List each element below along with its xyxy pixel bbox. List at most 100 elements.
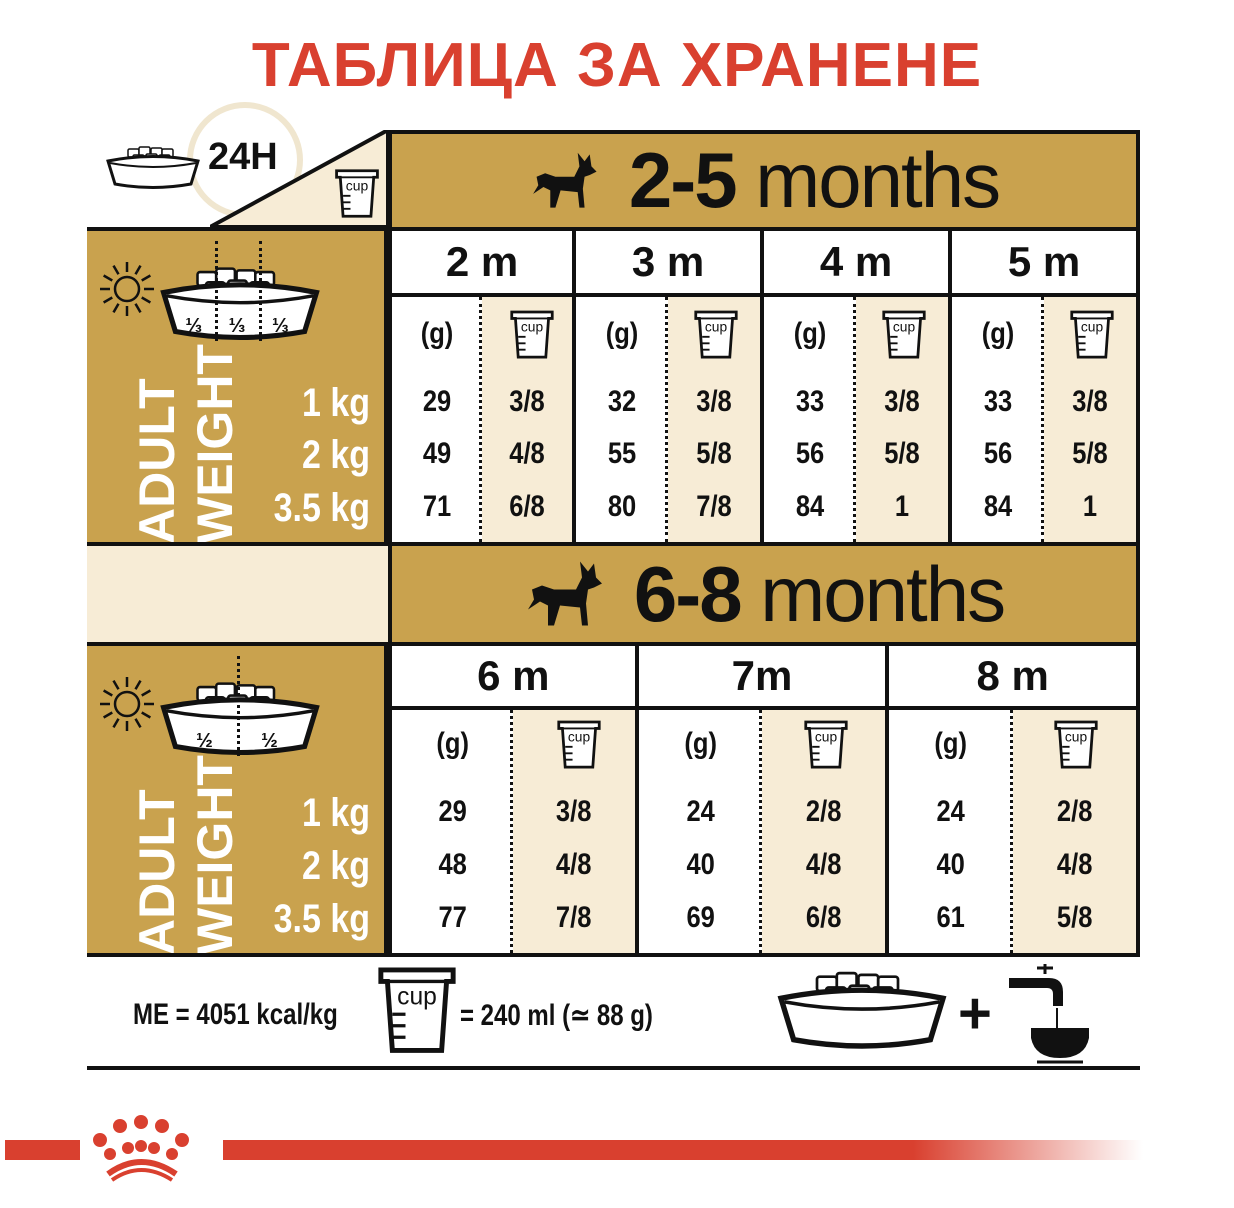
cups-value: 1 — [1082, 490, 1098, 523]
grams-value: 84 — [983, 490, 1013, 523]
brand-bar — [5, 1140, 80, 1160]
cups-value: 3/8 — [1072, 385, 1108, 418]
grams-value: 24 — [686, 795, 715, 828]
age-range: 6-8 — [633, 549, 743, 638]
grams-header: (g) — [605, 317, 639, 350]
portion-divider — [215, 241, 219, 341]
plus-sign: + — [958, 981, 992, 1046]
cups-value: 2/8 — [1056, 795, 1093, 828]
month-header: 4 m — [764, 227, 952, 297]
daily-label: 24H — [208, 136, 278, 178]
grams-value: 40 — [936, 848, 966, 881]
age-unit: months — [755, 136, 1001, 224]
grams-value: 24 — [936, 795, 966, 828]
cups-value: 4/8 — [556, 848, 592, 881]
month-header: 6 m — [388, 642, 639, 710]
brand-bar — [223, 1140, 1143, 1160]
cups-value: 1 — [894, 490, 910, 523]
cup-equivalent: = 240 ml (≃ 88 g) — [460, 999, 653, 1032]
cups-value: 3/8 — [509, 385, 545, 418]
grams-value: 71 — [422, 490, 452, 523]
grams-column — [576, 297, 668, 542]
cups-value: 5/8 — [696, 437, 732, 470]
cups-value: 3/8 — [556, 795, 592, 828]
weight-row-label: 1 kg — [301, 381, 370, 425]
royal-canin-crown-logo — [93, 1115, 189, 1182]
weight-row-label: 1 kg — [301, 791, 370, 835]
month-header: 3 m — [576, 227, 764, 297]
cups-value: 5/8 — [1072, 437, 1108, 470]
adult-label: ADULT — [129, 378, 185, 544]
cups-value: 5/8 — [1056, 901, 1093, 934]
cups-value: 3/8 — [696, 385, 732, 418]
weight-row-label: 2 kg — [301, 433, 370, 477]
cups-value: 7/8 — [696, 490, 732, 523]
energy-value: ME = 4051 kcal/kg — [133, 998, 338, 1031]
weight-row-label: 2 kg — [301, 844, 370, 888]
portion-divider — [237, 656, 240, 756]
bowl-icon — [103, 140, 203, 195]
grams-header: (g) — [420, 317, 454, 350]
age-title: 2-5 months — [529, 135, 1001, 226]
bowl-icon — [155, 676, 325, 761]
grams-value: 32 — [607, 385, 637, 418]
grams-column — [764, 297, 856, 542]
grams-column — [638, 710, 762, 953]
age-header: 6-8 months — [388, 542, 1140, 642]
grams-value: 33 — [795, 385, 825, 418]
cups-value: 5/8 — [884, 437, 920, 470]
divider — [87, 1066, 1140, 1070]
cups-value: 4/8 — [805, 848, 842, 881]
divider — [87, 953, 1140, 957]
month-column: (g) 29 3/8 49 4/8 71 6/8 — [388, 297, 576, 542]
grams-header: (g) — [793, 317, 827, 350]
cup-icon — [333, 168, 381, 220]
month-column: (g) 29 3/8 48 4/8 77 7/8 — [388, 710, 639, 953]
grams-value: 84 — [795, 490, 825, 523]
grams-value: 40 — [686, 848, 715, 881]
cup-icon — [803, 719, 849, 771]
cups-value: 7/8 — [556, 901, 592, 934]
cups-value: 2/8 — [805, 795, 842, 828]
grams-value: 29 — [422, 385, 452, 418]
month-column: (g) 24 2/8 40 4/8 61 5/8 — [889, 710, 1140, 953]
age-label: 6-8 months — [633, 549, 1006, 640]
cups-value: 3/8 — [884, 385, 920, 418]
age-title: 6-8 months — [524, 549, 1006, 640]
age-label: 2-5 months — [629, 135, 1001, 226]
grams-value: 33 — [983, 385, 1013, 418]
grams-header: (g) — [684, 727, 717, 760]
grams-value: 29 — [438, 795, 467, 828]
weight-row-label: 3.5 kg — [273, 897, 370, 941]
grams-value: 56 — [795, 437, 825, 470]
cup-icon — [1069, 309, 1115, 361]
grams-header: (g) — [981, 317, 1015, 350]
cups-value: 6/8 — [805, 901, 842, 934]
sun-icon — [100, 262, 154, 316]
grams-column — [392, 297, 482, 542]
sun-icon — [100, 677, 154, 731]
month-column: (g) 33 3/8 56 5/8 84 1 — [764, 297, 952, 542]
portion-divider — [258, 241, 262, 341]
weight-label: WEIGHT — [187, 755, 243, 955]
weight-label: WEIGHT — [187, 344, 243, 544]
grams-value: 55 — [607, 437, 637, 470]
grams-value: 56 — [983, 437, 1013, 470]
cups-value: 4/8 — [1056, 848, 1093, 881]
cup-icon — [693, 309, 739, 361]
dog-icon — [524, 557, 604, 632]
grams-value: 80 — [607, 490, 637, 523]
month-header: 8 m — [889, 642, 1140, 710]
grams-value: 49 — [422, 437, 452, 470]
portion-fraction: ½ — [196, 730, 213, 752]
page-title: ТАБЛИЦА ЗА ХРАНЕНЕ — [251, 31, 983, 100]
cup-icon — [374, 965, 460, 1057]
portion-fraction: ⅓ — [271, 315, 289, 337]
month-header: 7m — [638, 642, 890, 710]
portion-fraction: ½ — [261, 730, 278, 752]
water-tap-icon — [1009, 964, 1089, 1064]
month-header: 5 m — [952, 227, 1140, 297]
portion-fraction: ⅓ — [228, 315, 246, 337]
month-column: (g) 24 2/8 40 4/8 69 6/8 — [638, 710, 890, 953]
month-header: 2 m — [388, 227, 576, 297]
